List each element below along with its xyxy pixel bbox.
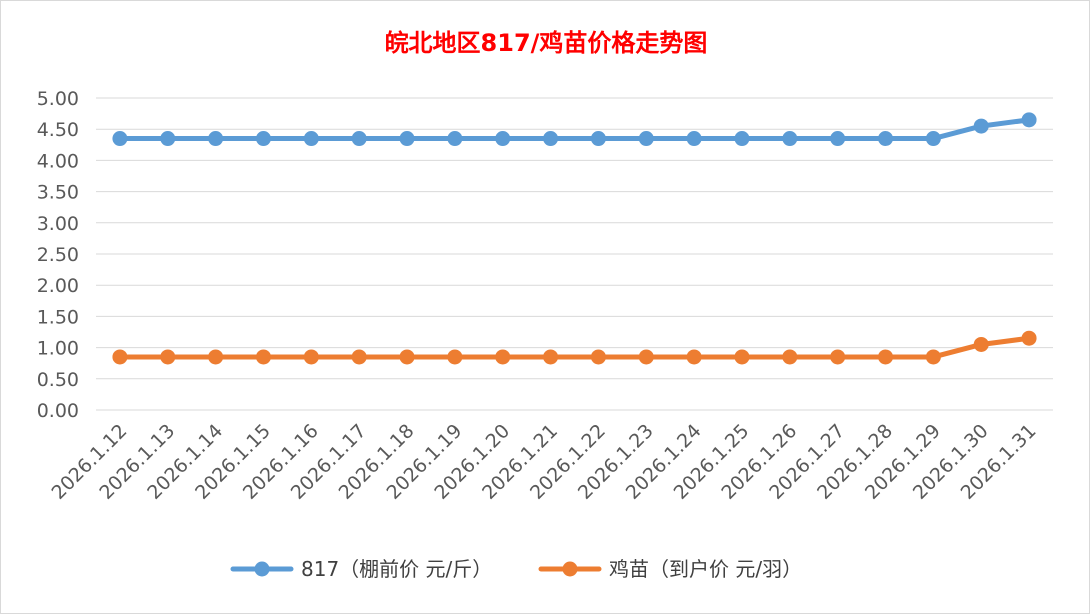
data-point [734, 349, 750, 365]
y-tick-label: 1.00 [37, 338, 79, 360]
legend-label: 817（棚前价 元/斤） [301, 557, 492, 581]
data-point [734, 131, 750, 147]
y-tick-label: 3.50 [37, 182, 79, 204]
y-tick-label: 1.50 [37, 306, 79, 328]
data-point [399, 131, 415, 147]
data-point [495, 349, 511, 365]
data-point [303, 131, 319, 147]
data-point [830, 349, 846, 365]
legend: 817（棚前价 元/斤） 鸡苗（到户价 元/羽） [230, 557, 802, 581]
data-point [351, 131, 367, 147]
series-group [112, 112, 1037, 365]
y-tick-label: 5.00 [37, 88, 79, 110]
data-point [782, 349, 798, 365]
data-point [590, 131, 606, 147]
data-point [495, 131, 511, 147]
data-point [878, 131, 894, 147]
data-point [351, 349, 367, 365]
y-tick-label: 3.00 [37, 213, 79, 235]
data-point [925, 131, 941, 147]
data-point [1021, 112, 1037, 128]
data-point [543, 349, 559, 365]
y-tick-label: 2.00 [37, 275, 79, 297]
data-point [1021, 330, 1037, 346]
data-point [255, 349, 271, 365]
legend-label: 鸡苗（到户价 元/羽） [609, 557, 802, 581]
data-point [447, 131, 463, 147]
data-point [160, 131, 176, 147]
data-point [878, 349, 894, 365]
data-point [686, 131, 702, 147]
y-tick-label: 4.00 [37, 150, 79, 172]
legend-marker-icon [254, 561, 270, 577]
data-point [830, 131, 846, 147]
data-point [255, 131, 271, 147]
data-point [160, 349, 176, 365]
series-line [117, 117, 1032, 142]
data-point [590, 349, 606, 365]
legend-marker-icon [562, 561, 578, 577]
data-point [543, 131, 559, 147]
data-point [686, 349, 702, 365]
series-line [117, 335, 1032, 360]
y-tick-label: 2.50 [37, 244, 79, 266]
x-axis-ticks: 2026.1.122026.1.132026.1.142026.1.152026… [48, 420, 1041, 504]
data-point [782, 131, 798, 147]
gridlines [96, 97, 1053, 411]
series-2 [112, 330, 1037, 365]
data-point [112, 131, 128, 147]
data-point [112, 349, 128, 365]
data-point [447, 349, 463, 365]
data-point [973, 118, 989, 134]
data-point [208, 131, 224, 147]
y-tick-label: 4.50 [37, 119, 79, 141]
chart-title: 皖北地区817/鸡苗价格走势图 [385, 29, 708, 57]
y-tick-label: 0.00 [37, 400, 79, 422]
data-point [638, 131, 654, 147]
data-point [399, 349, 415, 365]
data-point [208, 349, 224, 365]
y-axis-ticks: 0.00 0.50 1.00 1.50 2.00 2.50 3.00 3.50 4.00 4.50… [37, 88, 79, 422]
data-point [303, 349, 319, 365]
y-tick-label: 0.50 [37, 369, 79, 391]
data-point [925, 349, 941, 365]
legend-item: 817（棚前价 元/斤） [230, 557, 492, 581]
series-1 [112, 112, 1037, 147]
legend-item: 鸡苗（到户价 元/羽） [538, 557, 802, 581]
data-point [638, 349, 654, 365]
data-point [973, 336, 989, 352]
